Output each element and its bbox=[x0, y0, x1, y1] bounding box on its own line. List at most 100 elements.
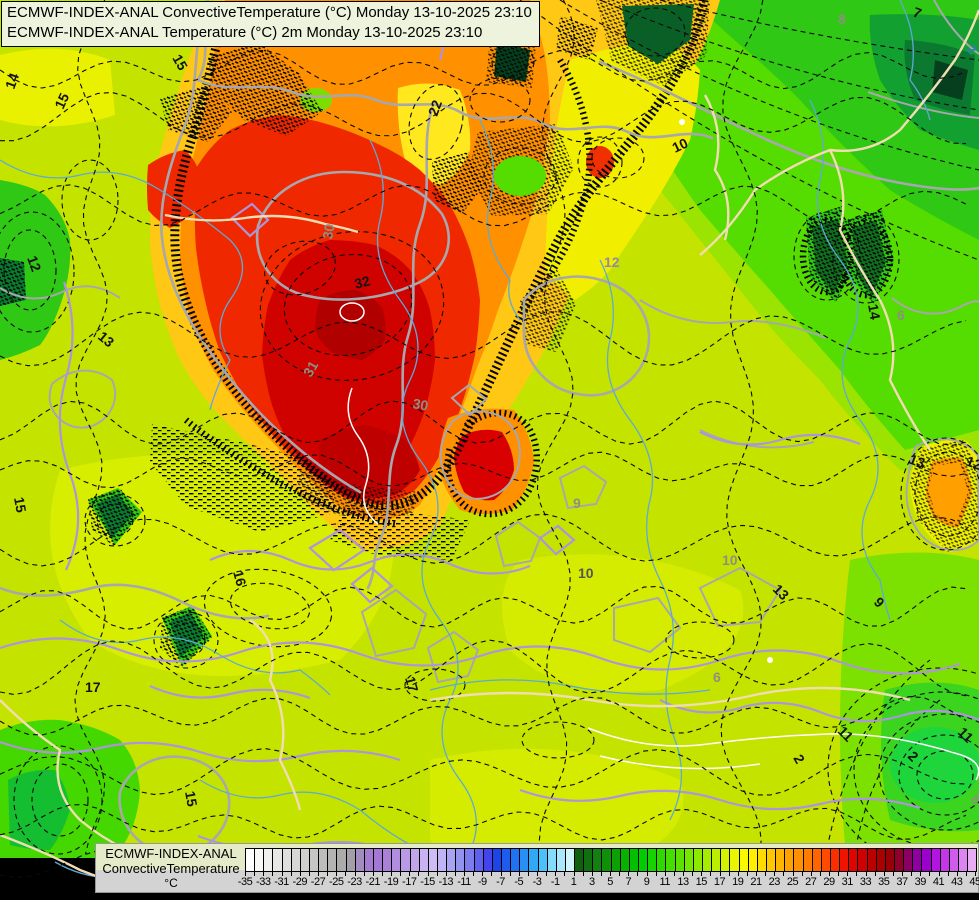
contour-label: 15 bbox=[51, 90, 72, 111]
contour-label: 17 bbox=[402, 675, 422, 694]
colorbar-tick bbox=[664, 871, 666, 876]
colorbar-tick-label: 19 bbox=[732, 876, 744, 888]
colorbar-tick bbox=[838, 871, 840, 876]
colorbar-tick bbox=[263, 871, 265, 876]
colorbar-cell bbox=[309, 849, 320, 871]
colorbar-tick bbox=[938, 871, 940, 876]
colorbar-cell bbox=[492, 849, 502, 871]
colorbar-cell bbox=[904, 849, 914, 871]
colorbar-tick bbox=[637, 871, 639, 876]
legend-parameter: ConvectiveTemperature bbox=[102, 861, 240, 876]
colorbar-tick-label: -31 bbox=[274, 876, 289, 888]
colorbar-tick-label: 5 bbox=[607, 876, 613, 888]
colorbar-cell bbox=[620, 849, 630, 871]
colorbar-tick bbox=[883, 871, 885, 876]
colorbar-tick bbox=[728, 871, 730, 876]
colorbar-tick bbox=[363, 871, 365, 876]
colorbar-tick bbox=[254, 871, 256, 876]
colorbar-tick-label: 15 bbox=[695, 876, 708, 888]
colorbar-cell bbox=[538, 849, 548, 871]
colorbar-tick-label: -15 bbox=[420, 876, 435, 888]
colorbar-tick bbox=[783, 871, 785, 876]
colorbar-tick bbox=[829, 871, 830, 876]
dashed-contour bbox=[0, 804, 967, 841]
colorbar-tick bbox=[290, 871, 292, 876]
colorbar-tick bbox=[454, 871, 456, 876]
colorbar-tick-label: 13 bbox=[677, 876, 689, 888]
colorbar-cell bbox=[483, 849, 493, 871]
colorbar-tick bbox=[527, 871, 529, 876]
colorbar-cell bbox=[474, 849, 484, 871]
map-title-box: ECMWF-INDEX-ANAL ConvectiveTemperature (… bbox=[1, 1, 540, 47]
colorbar-tick-label: 31 bbox=[841, 876, 854, 888]
contour-label: 12 bbox=[604, 254, 620, 270]
colorbar-cell bbox=[712, 849, 722, 871]
colorbar-tick-label: 37 bbox=[896, 876, 908, 888]
colorbar-cell bbox=[940, 849, 950, 871]
colorbar-cell bbox=[584, 849, 594, 871]
colorbar-tick-label: 45 bbox=[969, 876, 979, 888]
colorbar-cell bbox=[858, 849, 868, 871]
colorbar-tick bbox=[409, 871, 411, 876]
colorbar-cell bbox=[465, 849, 475, 871]
colorbar-tick bbox=[573, 871, 575, 876]
colorbar-tick bbox=[929, 871, 931, 876]
colorbar-tick bbox=[299, 871, 301, 876]
colorbar-cell bbox=[447, 849, 457, 871]
dashed-contour bbox=[0, 49, 967, 90]
colorbar-tick-label: 43 bbox=[951, 876, 963, 888]
colorbar-tick bbox=[792, 871, 794, 876]
contour-label: 15 bbox=[182, 790, 200, 808]
colorbar-tick bbox=[537, 871, 538, 876]
dashed-contour bbox=[0, 748, 967, 796]
colorbar-cell bbox=[876, 849, 886, 871]
colorbar-cell bbox=[968, 849, 977, 871]
temperature-colorbar bbox=[245, 848, 977, 872]
colorbar-cell bbox=[437, 849, 448, 871]
legend-panel: ECMWF-INDEX-ANAL ConvectiveTemperature °… bbox=[95, 843, 979, 893]
map-title-line2: ECMWF-INDEX-ANAL Temperature (°C) 2m Mon… bbox=[7, 24, 483, 41]
colorbar-cell bbox=[255, 849, 265, 871]
contour-label: 30 bbox=[319, 222, 337, 240]
colorbar-cell bbox=[629, 849, 640, 871]
white-contours bbox=[339, 119, 979, 781]
colorbar-tick bbox=[418, 871, 420, 876]
colorbar-tick bbox=[436, 871, 438, 876]
colorbar-cell bbox=[812, 849, 822, 871]
colorbar-cell bbox=[867, 849, 877, 871]
colorbar-cell bbox=[246, 849, 256, 871]
colorbar-tick-label: -3 bbox=[532, 876, 542, 888]
colorbar-tick bbox=[902, 871, 903, 876]
colorbar-tick-label: 11 bbox=[659, 876, 671, 888]
colorbar-cell bbox=[319, 849, 329, 871]
colorbar-cell bbox=[428, 849, 438, 871]
colorbar-cell bbox=[565, 849, 576, 871]
colorbar-tick-label: 17 bbox=[713, 876, 726, 888]
colorbar-tick-label: -21 bbox=[365, 876, 381, 888]
colorbar-cell bbox=[501, 849, 512, 871]
colorbar-cell bbox=[657, 849, 667, 871]
colorbar-cell bbox=[346, 849, 356, 871]
colorbar-tick-label: -9 bbox=[477, 876, 487, 888]
colorbar-cell bbox=[831, 849, 841, 871]
colorbar-tick bbox=[619, 871, 621, 876]
colorbar-cell bbox=[684, 849, 694, 871]
colorbar-tick bbox=[272, 871, 274, 876]
colorbar-tick bbox=[911, 871, 913, 876]
colorbar-cell bbox=[730, 849, 740, 871]
contour-label: 16 bbox=[230, 569, 250, 588]
legend-titles: ECMWF-INDEX-ANAL ConvectiveTemperature °… bbox=[100, 846, 242, 890]
colorbar-cell bbox=[419, 849, 429, 871]
colorbar-tick-label: 23 bbox=[768, 876, 781, 888]
legend-units: °C bbox=[164, 876, 178, 890]
colorbar-cell bbox=[273, 849, 283, 871]
colorbar-tick-label: 25 bbox=[786, 876, 799, 888]
colorbar-cell bbox=[611, 849, 621, 871]
colorbar-tick bbox=[965, 871, 967, 876]
colorbar-tick bbox=[564, 871, 566, 876]
colorbar-cell bbox=[803, 849, 813, 871]
colorbar-tick bbox=[655, 871, 657, 876]
